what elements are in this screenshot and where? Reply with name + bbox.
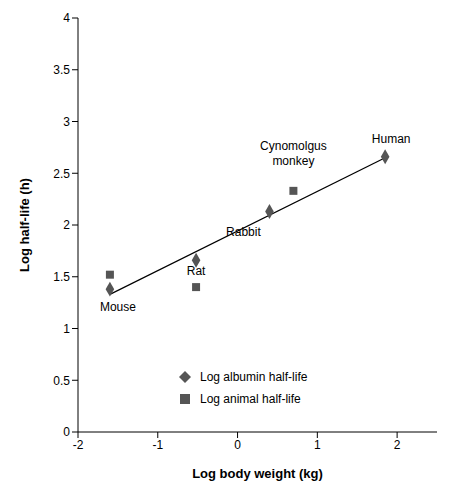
svg-text:-1: -1 bbox=[152, 438, 163, 452]
svg-text:1: 1 bbox=[63, 322, 70, 336]
svg-text:3: 3 bbox=[63, 115, 70, 129]
svg-text:Rat: Rat bbox=[187, 264, 206, 278]
svg-text:Human: Human bbox=[372, 132, 411, 146]
svg-text:Log half-life (h): Log half-life (h) bbox=[17, 178, 32, 272]
svg-text:0: 0 bbox=[63, 425, 70, 439]
svg-text:Log body weight (kg): Log body weight (kg) bbox=[192, 466, 323, 481]
svg-text:-2: -2 bbox=[73, 438, 84, 452]
html-text:Log albumin half-life: Log albumin half-life bbox=[200, 370, 308, 384]
svg-text:Cynomolgus: Cynomolgus bbox=[260, 139, 327, 153]
svg-text:0.5: 0.5 bbox=[53, 374, 70, 388]
svg-text:4: 4 bbox=[63, 11, 70, 25]
svg-text:3.5: 3.5 bbox=[53, 63, 70, 77]
svg-text:2: 2 bbox=[394, 438, 401, 452]
html-text:Log animal half-life: Log animal half-life bbox=[200, 392, 301, 406]
svg-text:1: 1 bbox=[314, 438, 321, 452]
svg-text:1.5: 1.5 bbox=[53, 270, 70, 284]
svg-text:Rabbit: Rabbit bbox=[226, 225, 261, 239]
svg-text:2: 2 bbox=[63, 218, 70, 232]
svg-text:2.5: 2.5 bbox=[53, 167, 70, 181]
svg-text:Mouse: Mouse bbox=[100, 300, 136, 314]
svg-text:monkey: monkey bbox=[272, 154, 314, 168]
svg-text:0: 0 bbox=[234, 438, 241, 452]
